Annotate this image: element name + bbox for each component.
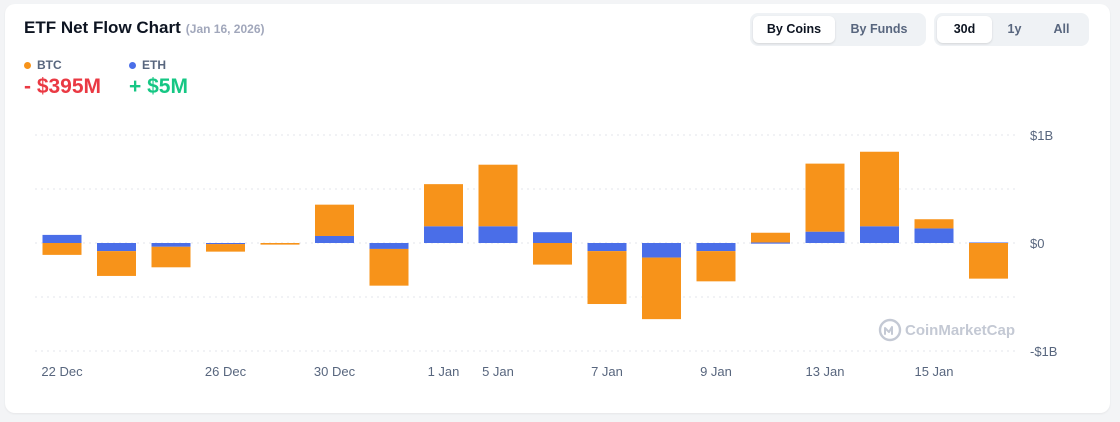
x-tick-label: 13 Jan	[805, 364, 844, 379]
eth-bar-segment[interactable]	[696, 243, 736, 252]
eth-bar-segment[interactable]	[97, 243, 136, 252]
watermark: CoinMarketCap	[878, 318, 1015, 342]
y-tick-label: $0	[1030, 236, 1044, 251]
btc-bar-segment[interactable]	[151, 246, 191, 268]
btc-net-flow-value: - $395M	[24, 75, 102, 98]
bar-stack[interactable]	[424, 184, 463, 243]
btc-bar-segment[interactable]	[206, 244, 245, 252]
bar-stack[interactable]	[533, 232, 572, 265]
range-30d-button[interactable]: 30d	[937, 16, 992, 43]
eth-bar-segment[interactable]	[424, 226, 463, 243]
btc-bar-segment[interactable]	[260, 243, 300, 245]
eth-bar-segment[interactable]	[642, 243, 681, 258]
y-tick-label: $1B	[1030, 128, 1053, 143]
btc-bar-segment[interactable]	[751, 232, 790, 243]
title-row: ETF Net Flow Chart (Jan 16, 2026)	[24, 18, 265, 38]
etf-flow-card: ETF Net Flow Chart (Jan 16, 2026) BTC - …	[5, 4, 1110, 413]
eth-bar-segment[interactable]	[751, 242, 790, 244]
eth-bar-segment[interactable]	[478, 226, 518, 243]
watermark-text: CoinMarketCap	[905, 322, 1015, 339]
legend-eth[interactable]: ETH + $5M	[129, 58, 188, 99]
range-all-button[interactable]: All	[1053, 22, 1070, 36]
bar-stack[interactable]	[315, 204, 354, 243]
by-funds-button[interactable]: By Funds	[850, 22, 908, 36]
x-tick-label: 22 Dec	[41, 364, 83, 379]
x-tick-label: 1 Jan	[428, 364, 460, 379]
eth-bar-segment[interactable]	[805, 231, 845, 243]
btc-bar-segment[interactable]	[97, 251, 136, 276]
bar-stack[interactable]	[97, 243, 136, 276]
bar-layer	[42, 151, 1008, 320]
btc-bar-segment[interactable]	[914, 219, 954, 229]
btc-bar-segment[interactable]	[969, 243, 1008, 279]
x-tick-label: 7 Jan	[591, 364, 623, 379]
grid-layer	[35, 134, 1015, 352]
eth-bar-segment[interactable]	[369, 243, 409, 249]
range-1y-button[interactable]: 1y	[1007, 22, 1022, 36]
eth-bar-segment[interactable]	[315, 235, 354, 243]
net-flow-bar-chart: $1B $0 -$1B 22 Dec 26 Dec 30 Dec 1 Jan 5 Jan 7 J…	[35, 128, 1057, 379]
bar-stack[interactable]	[42, 234, 82, 255]
chart-title: ETF Net Flow Chart	[24, 18, 181, 37]
bar-stack[interactable]	[369, 243, 409, 286]
eth-bar-segment[interactable]	[860, 226, 899, 243]
bar-stack[interactable]	[642, 243, 681, 320]
eth-bar-segment[interactable]	[42, 234, 82, 243]
eth-bar-segment[interactable]	[587, 243, 627, 252]
bar-stack[interactable]	[206, 243, 245, 252]
btc-bar-segment[interactable]	[805, 163, 845, 232]
btc-bar-segment[interactable]	[42, 243, 82, 255]
legend-btc[interactable]: BTC - $395M	[24, 58, 101, 99]
chart-date: (Jan 16, 2026)	[185, 22, 265, 36]
btc-bar-segment[interactable]	[533, 243, 572, 265]
bar-stack[interactable]	[805, 163, 845, 243]
btc-bar-segment[interactable]	[478, 164, 518, 227]
y-tick-label: -$1B	[1030, 344, 1057, 359]
bar-stack[interactable]	[969, 242, 1008, 279]
x-tick-label: 5 Jan	[482, 364, 514, 379]
x-tick-label: 15 Jan	[914, 364, 953, 379]
eth-bar-segment[interactable]	[914, 228, 954, 243]
btc-bar-segment[interactable]	[587, 251, 627, 305]
btc-bar-segment[interactable]	[642, 257, 681, 320]
eth-legend-dot	[129, 61, 136, 69]
bar-stack[interactable]	[587, 243, 627, 305]
btc-bar-segment[interactable]	[315, 204, 354, 236]
bar-stack[interactable]	[751, 232, 790, 244]
btc-bar-segment[interactable]	[369, 248, 409, 286]
bar-stack[interactable]	[860, 151, 899, 243]
range-toggle: 30d 1y All	[934, 13, 1089, 46]
eth-bar-segment[interactable]	[206, 243, 245, 245]
x-tick-label: 9 Jan	[700, 364, 732, 379]
eth-legend-label: ETH	[142, 58, 166, 72]
x-tick-label: 26 Dec	[205, 364, 247, 379]
btc-legend-label: BTC	[37, 58, 62, 72]
coinmarketcap-logo-icon	[878, 318, 902, 342]
eth-bar-segment[interactable]	[151, 243, 191, 247]
by-coins-button[interactable]: By Coins	[753, 16, 835, 43]
eth-bar-segment[interactable]	[533, 232, 572, 243]
eth-net-flow-value: + $5M	[129, 75, 188, 98]
x-tick-label: 30 Dec	[314, 364, 356, 379]
bar-stack[interactable]	[151, 243, 191, 268]
btc-legend-dot	[24, 61, 31, 69]
bar-stack[interactable]	[260, 243, 300, 245]
bar-stack[interactable]	[696, 243, 736, 282]
btc-bar-segment[interactable]	[696, 251, 736, 282]
btc-bar-segment[interactable]	[860, 151, 899, 227]
btc-bar-segment[interactable]	[424, 184, 463, 227]
view-toggle: By Coins By Funds	[750, 13, 926, 46]
label-layer: $1B $0 -$1B 22 Dec 26 Dec 30 Dec 1 Jan 5 Jan 7 J…	[41, 128, 1057, 379]
bar-stack[interactable]	[914, 219, 954, 243]
bar-stack[interactable]	[478, 164, 518, 243]
